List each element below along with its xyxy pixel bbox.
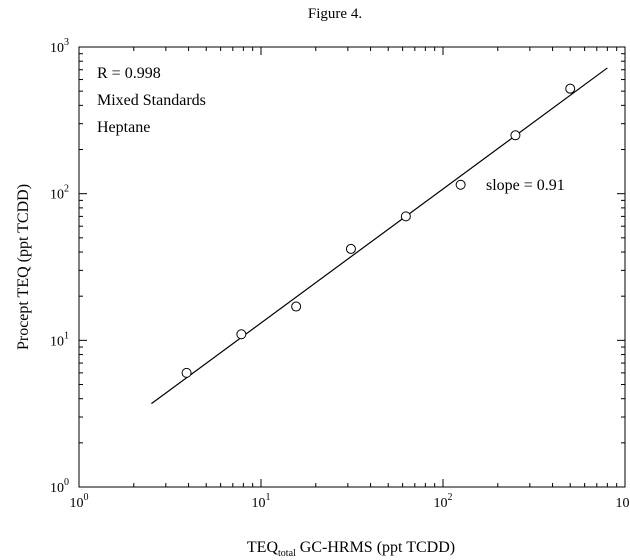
x-axis-label: TEQtotal GC-HRMS (ppt TCDD) <box>247 539 455 559</box>
plot-frame <box>78 46 626 488</box>
axis-ticks <box>78 47 625 488</box>
chart-title: Figure 4. <box>308 6 362 22</box>
heptane-annotation: Heptane <box>97 119 150 136</box>
data-point <box>510 130 521 141</box>
x-tick-label: 103 <box>616 492 630 511</box>
data-point <box>400 211 411 222</box>
data-point <box>565 83 576 94</box>
x-axis-label-subscript: total <box>278 548 296 559</box>
y-tick-labels: 100 101 102 103 <box>50 37 69 496</box>
data-point <box>455 179 466 190</box>
y-axis-label: Procept TEQ (ppt TCDD) <box>15 184 32 350</box>
x-tick-label: 102 <box>434 492 453 511</box>
data-points <box>181 83 576 378</box>
data-point <box>345 243 356 254</box>
x-axis-label-rest: GC-HRMS (ppt TCDD) <box>296 539 455 556</box>
x-tick-label: 101 <box>252 492 271 511</box>
regression-line <box>151 67 608 405</box>
x-axis-label-main: TEQ <box>247 539 279 556</box>
y-tick-label: 100 <box>50 477 69 496</box>
y-tick-label: 103 <box>50 37 69 56</box>
x-tick-labels: 100 101 102 103 <box>70 492 630 511</box>
mixed-standards-annotation: Mixed Standards <box>97 92 206 109</box>
slope-annotation: slope = 0.91 <box>486 177 565 194</box>
data-point <box>236 329 247 340</box>
x-tick-label: 100 <box>70 492 89 511</box>
y-tick-label: 102 <box>50 184 69 203</box>
data-point <box>181 367 192 378</box>
y-tick-label: 101 <box>50 330 69 349</box>
data-point <box>291 301 302 312</box>
r-value-annotation: R = 0.998 <box>97 65 161 82</box>
